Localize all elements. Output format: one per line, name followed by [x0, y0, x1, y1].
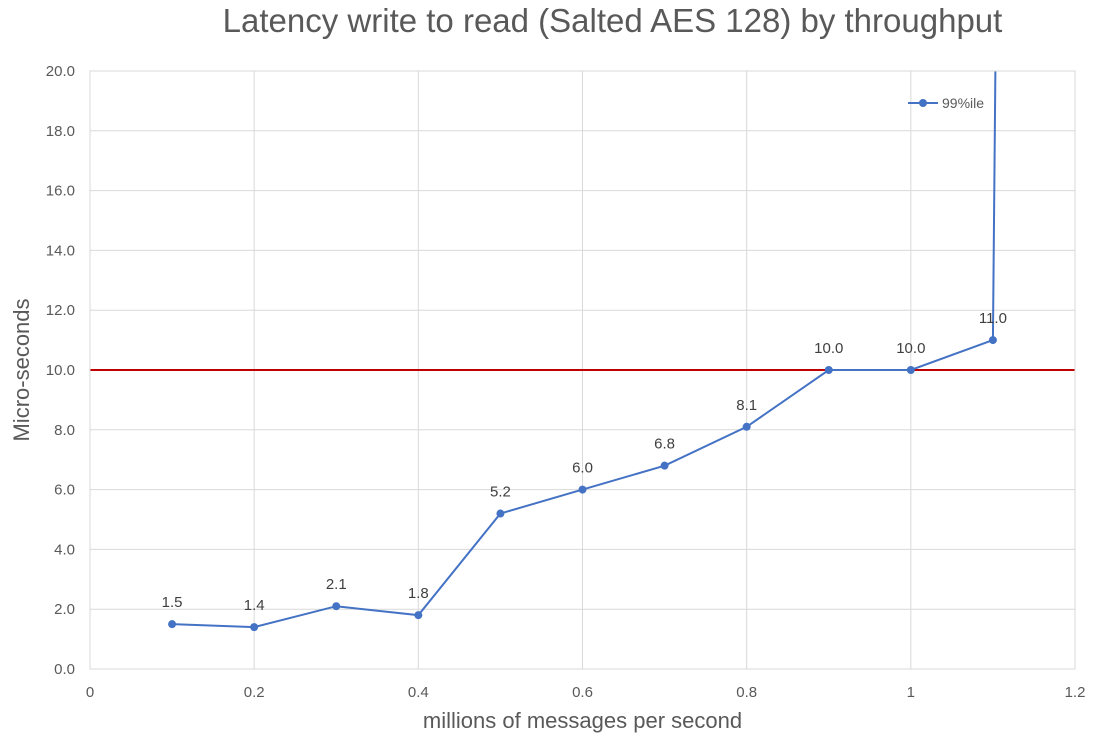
x-tick-label: 1	[907, 684, 915, 701]
x-tick-label: 1.2	[1065, 684, 1086, 701]
x-tick-label: 0	[86, 684, 94, 701]
data-point	[168, 620, 177, 629]
y-tick-label: 4.0	[54, 541, 75, 558]
legend-label: 99%ile	[942, 95, 984, 111]
data-label: 6.0	[572, 460, 593, 477]
y-tick-label: 16.0	[46, 183, 75, 200]
data-point	[250, 623, 259, 632]
data-label: 10.0	[896, 340, 925, 357]
data-point	[660, 461, 669, 470]
y-tick-label: 14.0	[46, 242, 75, 259]
data-point	[414, 611, 423, 620]
y-axis-label: Micro-seconds	[9, 298, 34, 442]
data-label: 11.0	[979, 310, 1007, 327]
data-point	[988, 336, 997, 345]
data-point	[824, 366, 833, 374]
x-axis-label: millions of messages per second	[422, 708, 743, 733]
y-tick-label: 8.0	[54, 422, 75, 439]
data-point	[906, 366, 915, 374]
data-label: 1.5	[162, 594, 183, 611]
y-tick-label: 12.0	[46, 302, 75, 319]
data-point	[742, 422, 751, 431]
x-tick-label: 0.4	[408, 684, 429, 701]
legend-marker	[919, 99, 927, 107]
data-label: 6.8	[654, 436, 675, 453]
x-tick-label: 0.2	[244, 684, 265, 701]
y-tick-label: 2.0	[54, 601, 75, 618]
y-tick-label: 6.0	[54, 482, 75, 499]
series-line-continuation	[991, 70, 997, 341]
data-label: 5.2	[490, 484, 511, 501]
x-tick-label: 0.8	[736, 684, 757, 701]
plot-area-border	[89, 70, 1076, 670]
data-label: 2.1	[326, 576, 347, 593]
data-label: 8.1	[736, 397, 757, 414]
y-tick-label: 18.0	[46, 123, 75, 140]
data-label: 10.0	[814, 340, 843, 357]
chart-title: Latency write to read (Salted AES 128) b…	[222, 2, 1003, 39]
y-tick-label: 20.0	[46, 63, 75, 80]
data-label: 1.4	[244, 597, 265, 614]
y-tick-label: 0.0	[54, 661, 75, 678]
x-tick-label: 0.6	[572, 684, 593, 701]
data-point	[496, 509, 505, 518]
data-label: 1.8	[408, 585, 429, 602]
data-point	[332, 602, 341, 611]
y-tick-label: 10.0	[46, 362, 75, 379]
data-point	[578, 485, 587, 494]
